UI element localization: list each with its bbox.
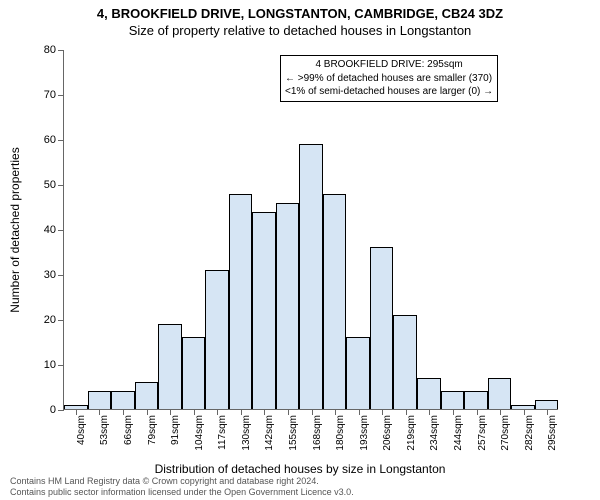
x-tick-label: 295sqm (547, 415, 558, 451)
y-tick-label: 10 (44, 359, 64, 371)
bar (135, 382, 159, 409)
bar (393, 315, 417, 409)
y-tick-label: 70 (44, 89, 64, 101)
x-tick-label: 219sqm (406, 415, 417, 451)
x-tick-label: 66sqm (123, 415, 134, 445)
chart-container: 4, BROOKFIELD DRIVE, LONGSTANTON, CAMBRI… (0, 0, 600, 500)
y-tick-label: 50 (44, 179, 64, 191)
x-tick-label: 40sqm (76, 415, 87, 445)
bar (88, 391, 112, 409)
bar (205, 270, 229, 409)
x-tick-label: 257sqm (477, 415, 488, 451)
x-tick-label: 117sqm (217, 415, 228, 450)
y-tick-label: 80 (44, 44, 64, 56)
bars-group (64, 50, 558, 409)
y-tick-label: 30 (44, 269, 64, 281)
x-tick-label: 155sqm (288, 415, 299, 451)
x-tick-label: 53sqm (99, 415, 110, 445)
y-axis-title: Number of detached properties (8, 147, 22, 312)
y-tick-label: 40 (44, 224, 64, 236)
bar (158, 324, 182, 409)
x-tick-label: 104sqm (194, 415, 205, 451)
bar (323, 194, 347, 409)
chart-title-main: 4, BROOKFIELD DRIVE, LONGSTANTON, CAMBRI… (0, 0, 600, 21)
bar (488, 378, 512, 409)
x-axis-title: Distribution of detached houses by size … (0, 462, 600, 476)
bar (370, 247, 394, 409)
x-tick-label: 206sqm (382, 415, 393, 451)
x-tick-label: 91sqm (170, 415, 181, 445)
bar (535, 400, 559, 409)
bar (182, 337, 206, 409)
y-tick-label: 20 (44, 314, 64, 326)
footer-line-1: Contains HM Land Registry data © Crown c… (10, 476, 354, 487)
bar (346, 337, 370, 409)
bar (417, 378, 441, 409)
x-tick-label: 130sqm (241, 415, 252, 451)
bar (299, 144, 323, 409)
y-tick-label: 0 (50, 404, 64, 416)
x-tick-label: 270sqm (500, 415, 511, 451)
x-tick-label: 79sqm (147, 415, 158, 445)
bar (276, 203, 300, 409)
x-tick-label: 142sqm (264, 415, 275, 451)
bar (111, 391, 135, 409)
footer-line-2: Contains public sector information licen… (10, 487, 354, 498)
bar (252, 212, 276, 409)
x-tick-label: 234sqm (429, 415, 440, 451)
annotation-box: 4 BROOKFIELD DRIVE: 295sqm ← >99% of det… (280, 55, 498, 102)
y-tick-label: 60 (44, 134, 64, 146)
x-tick-label: 193sqm (359, 415, 370, 451)
x-tick-label: 282sqm (524, 415, 535, 451)
x-tick-label: 180sqm (335, 415, 346, 451)
annotation-line-1: ← >99% of detached houses are smaller (3… (285, 72, 493, 86)
footer: Contains HM Land Registry data © Crown c… (10, 476, 354, 498)
annotation-title: 4 BROOKFIELD DRIVE: 295sqm (285, 58, 493, 72)
x-tick-label: 244sqm (453, 415, 464, 451)
plot-area: 0102030405060708040sqm53sqm66sqm79sqm91s… (63, 50, 558, 410)
bar (441, 391, 465, 409)
bar (229, 194, 253, 409)
x-tick-label: 168sqm (312, 415, 323, 451)
bar (464, 391, 488, 409)
annotation-line-2: <1% of semi-detached houses are larger (… (285, 85, 493, 99)
chart-title-sub: Size of property relative to detached ho… (0, 21, 600, 38)
